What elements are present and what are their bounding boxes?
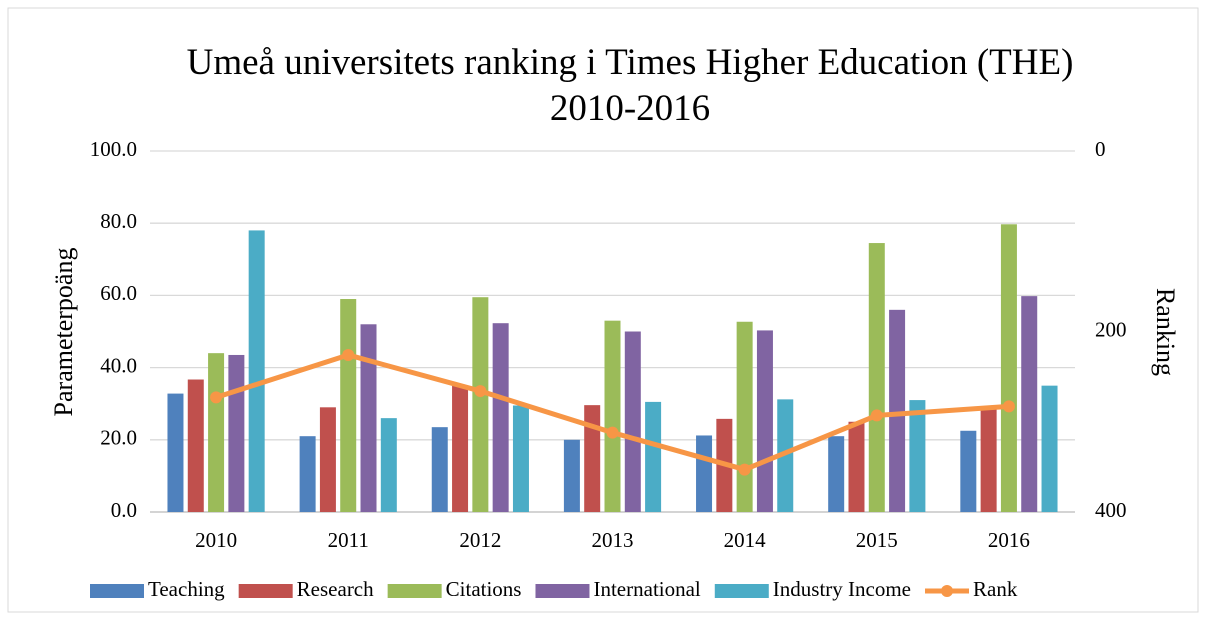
- bar: [960, 430, 977, 512]
- x-tick-label: 2013: [592, 528, 634, 552]
- legend-label: Rank: [973, 577, 1018, 601]
- x-tick-label: 2010: [195, 528, 237, 552]
- bar: [431, 427, 448, 512]
- y-axis-label: Parameterpoäng: [49, 248, 78, 417]
- bar: [340, 299, 357, 512]
- bar: [736, 321, 753, 512]
- line-marker: [474, 385, 487, 398]
- bar: [187, 379, 204, 512]
- bar: [228, 354, 245, 512]
- legend-label: Teaching: [148, 577, 225, 601]
- bar: [756, 330, 773, 512]
- bar: [512, 405, 529, 512]
- bar: [360, 324, 377, 512]
- bar: [980, 407, 997, 512]
- legend-swatch: [238, 584, 293, 598]
- y-tick-label: 60.0: [100, 281, 137, 305]
- bar: [696, 435, 713, 512]
- legend-label: International: [593, 577, 700, 601]
- bar: [909, 400, 926, 512]
- x-tick-label: 2015: [856, 528, 898, 552]
- bar: [828, 436, 845, 512]
- x-tick-label: 2014: [724, 528, 767, 552]
- y-tick-label: 40.0: [100, 353, 137, 377]
- y2-tick-label: 200: [1095, 317, 1127, 341]
- y2-tick-label: 0: [1095, 137, 1106, 161]
- bar: [563, 439, 580, 512]
- line-marker: [342, 348, 355, 361]
- bar: [319, 407, 336, 512]
- line-marker: [1002, 400, 1015, 413]
- x-tick-label: 2011: [328, 528, 369, 552]
- y-tick-label: 0.0: [111, 498, 137, 522]
- bar: [584, 405, 601, 512]
- bar: [624, 331, 641, 512]
- y-tick-label: 80.0: [100, 209, 137, 233]
- bar: [452, 385, 469, 512]
- bar: [208, 353, 225, 512]
- line-marker: [870, 409, 883, 422]
- bar: [1021, 296, 1038, 512]
- x-tick-label: 2016: [988, 528, 1030, 552]
- y2-tick-label: 400: [1095, 498, 1127, 522]
- bar: [604, 320, 621, 512]
- line-marker: [606, 426, 619, 439]
- legend-swatch: [90, 584, 144, 598]
- legend-swatch: [387, 584, 442, 598]
- bar: [889, 309, 906, 512]
- chart-title: Umeå universitets ranking i Times Higher…: [186, 42, 1074, 129]
- bar: [1000, 224, 1017, 512]
- legend-swatch: [714, 584, 769, 598]
- bar: [848, 421, 865, 512]
- bar: [645, 401, 662, 512]
- bar: [1041, 385, 1058, 512]
- y-tick-label: 20.0: [100, 426, 137, 450]
- bar: [380, 418, 397, 512]
- legend-label: Industry Income: [773, 577, 911, 601]
- legend-marker: [941, 585, 953, 597]
- bar: [167, 393, 184, 512]
- legend-label: Research: [297, 577, 374, 601]
- legend-swatch: [535, 584, 590, 598]
- line-marker: [210, 391, 223, 404]
- bar: [299, 436, 316, 512]
- legend-label: Citations: [446, 577, 522, 601]
- bar: [248, 230, 265, 513]
- y2-axis-label: Ranking: [1151, 288, 1180, 376]
- bar: [868, 243, 885, 512]
- chart-frame: [7, 7, 1199, 613]
- line-marker: [738, 463, 751, 476]
- x-tick-label: 2012: [459, 528, 501, 552]
- bar: [777, 399, 794, 512]
- bar: [472, 297, 489, 512]
- y-tick-label: 100.0: [90, 137, 137, 161]
- bar: [492, 323, 509, 512]
